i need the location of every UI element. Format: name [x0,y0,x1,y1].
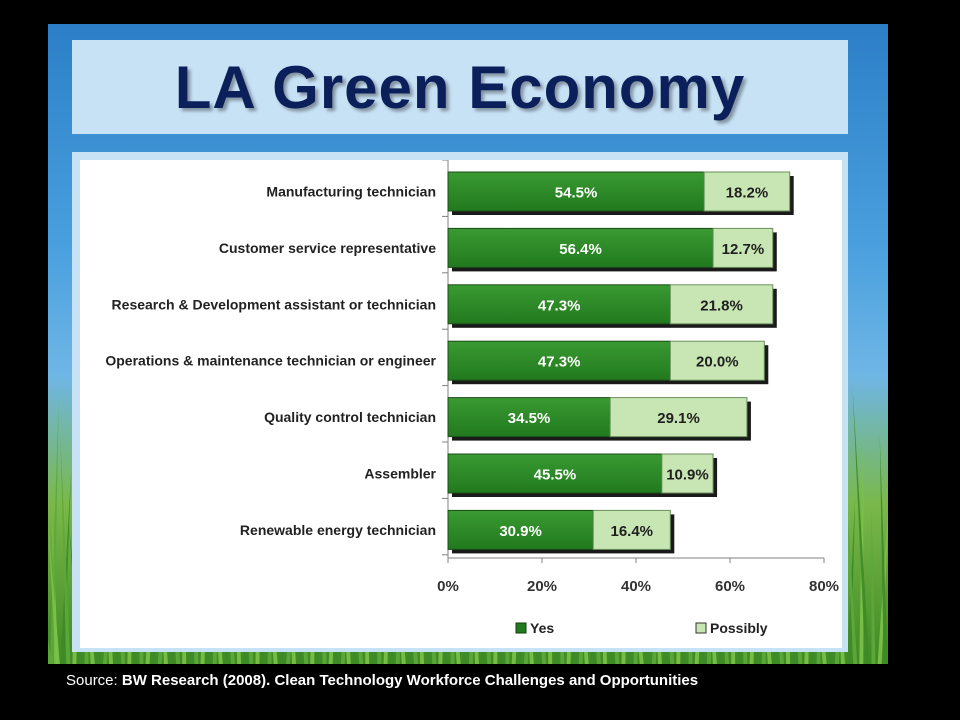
bar-yes [447,284,671,325]
category-label: Manufacturing technician [266,184,436,200]
legend-label: Yes [530,620,554,636]
x-tick-label: 60% [715,578,745,595]
category-label: Renewable energy technician [240,522,436,538]
data-label-possibly: 10.9% [666,467,709,484]
bar-possibly [669,340,765,381]
bar-possibly [712,227,774,268]
data-label-possibly: 29.1% [657,410,700,427]
bar-yes [447,171,705,212]
data-label-yes: 56.4% [559,241,602,258]
page-title: LA Green Economy [174,53,746,121]
grass-blade [879,435,888,664]
data-label-yes: 47.3% [538,354,581,371]
data-label-yes: 54.5% [555,185,598,202]
data-label-yes: 47.3% [538,297,581,314]
data-label-possibly: 18.2% [726,185,769,202]
legend-swatch [515,622,527,634]
category-label: Research & Development assistant or tech… [112,296,436,312]
bar-yes [447,453,663,494]
bar-chart: 0% 20% 40% 60% 80% 54.5% 18.2% Manufacturing te… [105,160,839,636]
bar-possibly [669,284,774,325]
bar-possibly [609,397,748,438]
data-label-possibly: 12.7% [722,241,765,258]
x-tick-label: 20% [527,578,557,595]
bar-yes [447,227,714,268]
grass-blade [852,386,870,664]
x-tick-label: 0% [437,578,459,595]
x-tick-label: 80% [809,578,839,595]
source-citation: Source: BW Research (2008). Clean Techno… [66,672,926,689]
data-label-yes: 30.9% [499,523,542,540]
data-label-possibly: 20.0% [696,354,739,371]
grass-blade [60,433,71,664]
bar-yes [447,340,671,381]
category-label: Assembler [364,466,436,482]
source-prefix: Source: [66,672,122,689]
bar-yes [447,509,594,550]
grass-blade [49,398,59,664]
legend-label: Possibly [710,620,768,636]
title-banner: LA Green Economy [72,40,848,134]
category-label: Customer service representative [219,240,436,256]
data-label-possibly: 16.4% [610,523,653,540]
bar-yes [447,397,611,438]
data-label-yes: 34.5% [508,410,551,427]
bar-possibly [703,171,791,212]
data-label-yes: 45.5% [534,467,577,484]
bar-possibly [661,453,714,494]
legend-swatch [695,622,707,634]
data-label-possibly: 21.8% [700,297,743,314]
grass-blade [871,509,876,664]
bar-possibly [592,509,671,550]
source-text: BW Research (2008). Clean Technology Wor… [121,672,699,689]
category-label: Operations & maintenance technician or e… [105,353,436,369]
x-tick-label: 40% [621,578,651,595]
category-label: Quality control technician [264,409,436,425]
